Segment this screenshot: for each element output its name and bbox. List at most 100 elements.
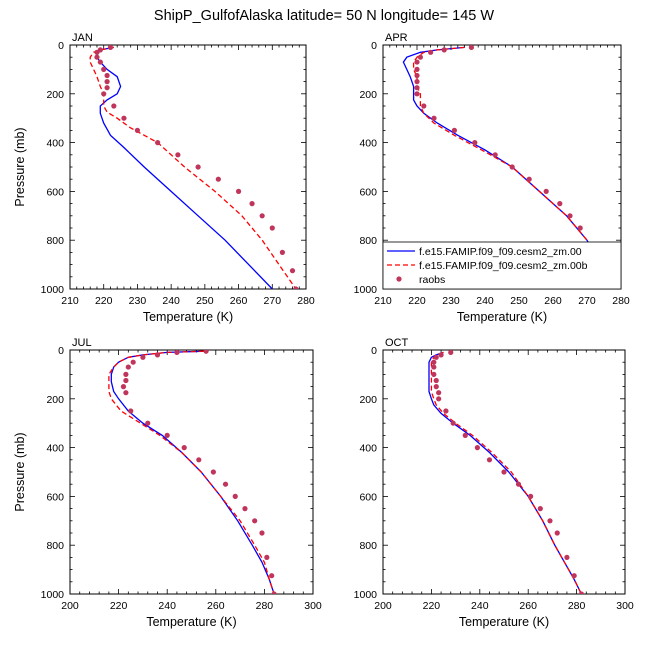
raobs-point	[564, 554, 570, 561]
x-tick-label: 300	[616, 600, 634, 612]
x-tick-label: 270	[264, 295, 282, 307]
y-tick-label: 0	[58, 40, 64, 52]
x-axis-label: Temperature (K)	[146, 615, 236, 629]
raobs-point	[526, 176, 532, 182]
x-tick-label: 280	[297, 295, 315, 307]
raobs-point	[414, 79, 420, 85]
x-tick-label: 210	[61, 295, 79, 307]
raobs-point	[433, 377, 439, 384]
y-tick-label: 200	[359, 394, 377, 406]
raobs-point	[501, 469, 507, 475]
raobs-point	[175, 152, 181, 158]
x-tick-label: 240	[158, 600, 176, 612]
raobs-point	[571, 573, 577, 579]
raobs-point	[123, 377, 129, 384]
series-line-00	[428, 351, 582, 594]
y-tick-label: 400	[359, 138, 377, 150]
raobs-point	[441, 47, 447, 53]
plot-frame	[69, 349, 314, 595]
panel-title: OCT	[385, 337, 409, 349]
raobs-point	[509, 164, 515, 170]
raobs-point	[547, 518, 553, 524]
raobs-point	[101, 91, 107, 97]
raobs-point	[269, 573, 275, 579]
series-line-00	[96, 46, 273, 289]
y-tick-label: 200	[46, 89, 64, 101]
y-tick-label: 400	[359, 443, 377, 455]
y-tick-label: 1000	[41, 589, 65, 601]
raobs-point	[125, 364, 131, 370]
raobs-point	[431, 359, 437, 365]
y-tick-label: 800	[46, 235, 64, 247]
raobs-point	[242, 506, 248, 512]
x-tick-label: 280	[256, 600, 274, 612]
raobs-point	[492, 152, 498, 158]
x-axis-label: Temperature (K)	[143, 310, 233, 324]
x-axis-label: Temperature (K)	[457, 310, 547, 324]
panel-title: JAN	[72, 32, 93, 44]
raobs-point	[462, 432, 468, 438]
raobs-point	[181, 445, 187, 451]
legend-label: f.e15.FAMIP.f09_f09.cesm2_zm.00b	[419, 260, 588, 272]
raobs-point	[121, 115, 127, 121]
x-tick-label: 240	[162, 295, 180, 307]
y-tick-label: 0	[371, 40, 377, 52]
x-tick-label: 200	[61, 600, 79, 612]
raobs-point	[145, 420, 151, 426]
y-tick-label: 800	[46, 540, 64, 552]
raobs-point	[443, 408, 449, 414]
x-tick-label: 220	[95, 295, 113, 307]
raobs-point	[578, 591, 585, 594]
y-tick-label: 1000	[354, 589, 378, 601]
y-tick-label: 400	[46, 443, 64, 455]
y-tick-label: 800	[359, 540, 377, 552]
raobs-point	[567, 213, 573, 219]
raobs-point	[414, 85, 420, 91]
y-tick-label: 1000	[354, 284, 378, 296]
raobs-point	[111, 103, 117, 109]
legend-box	[382, 241, 622, 290]
raobs-point	[414, 91, 420, 97]
y-axis-label: Pressure (mb)	[13, 432, 27, 511]
raobs-point	[433, 384, 439, 390]
series-line-00b	[430, 351, 582, 594]
raobs-point	[140, 354, 146, 360]
raobs-point	[107, 45, 114, 51]
raobs-point	[269, 225, 275, 231]
panel-apr: 210 220 230 240 250 260 270 280 0 200 400 600 800 100…	[354, 32, 630, 324]
series-line-00b	[89, 46, 297, 289]
raobs-point	[577, 225, 583, 231]
y-tick-label: 0	[58, 345, 64, 357]
x-tick-label: 220	[110, 600, 128, 612]
x-tick-label: 300	[304, 600, 322, 612]
y-tick-label: 200	[46, 394, 64, 406]
series-line-00	[110, 350, 275, 594]
panel-title: APR	[385, 32, 408, 44]
raobs-point	[235, 188, 242, 194]
raobs-point	[195, 164, 201, 170]
x-tick-label: 280	[612, 295, 630, 307]
legend: f.e15.FAMIP.f09_f09.cesm2_zm.00 f.e15.FAM…	[382, 241, 622, 290]
x-tick-label: 210	[374, 295, 392, 307]
raobs-point	[215, 176, 221, 182]
raobs-point	[101, 66, 107, 72]
raobs-point	[164, 432, 170, 438]
y-tick-label: 600	[359, 186, 377, 198]
raobs-point	[293, 286, 299, 289]
raobs-point	[451, 127, 457, 133]
x-tick-label: 250	[196, 295, 214, 307]
series-line-00b	[412, 46, 615, 289]
raobs-point	[438, 352, 444, 358]
raobs-point	[259, 530, 265, 536]
plot-area	[89, 45, 299, 289]
panel-oct: 200 220 240 260 280 300 0 200 400 600 800 1000 OCT Te…	[354, 337, 634, 629]
raobs-point	[196, 457, 202, 463]
raobs-point	[289, 268, 296, 274]
x-axis-label: Temperature (K)	[459, 615, 549, 629]
raobs-point	[94, 54, 100, 60]
raobs-point	[222, 481, 229, 487]
raobs-point	[94, 49, 100, 55]
raobs-point	[557, 201, 563, 207]
x-tick-label: 240	[471, 600, 489, 612]
